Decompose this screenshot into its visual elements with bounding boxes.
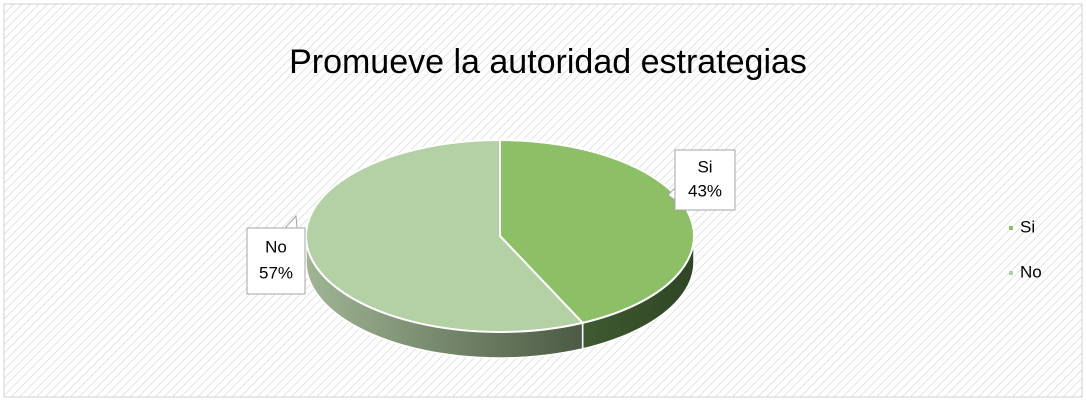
legend-swatch [1009, 271, 1013, 275]
label-category: Si [697, 157, 712, 176]
legend: Si No [1009, 217, 1042, 281]
legend-swatch [1009, 226, 1013, 230]
data-labels: Si 43% No 57% [246, 149, 736, 295]
chart-title: Promueve la autoridad estrategias [289, 43, 807, 81]
label-value: 43% [688, 181, 722, 200]
label-box [674, 149, 736, 211]
pie [305, 138, 695, 359]
label-value: 57% [259, 264, 293, 283]
pie-slice [499, 138, 695, 324]
legend-label: Si [1020, 217, 1035, 236]
pie-slice [305, 138, 585, 333]
label-category: No [265, 237, 287, 256]
legend-label: No [1020, 262, 1042, 281]
label-box [246, 227, 306, 295]
